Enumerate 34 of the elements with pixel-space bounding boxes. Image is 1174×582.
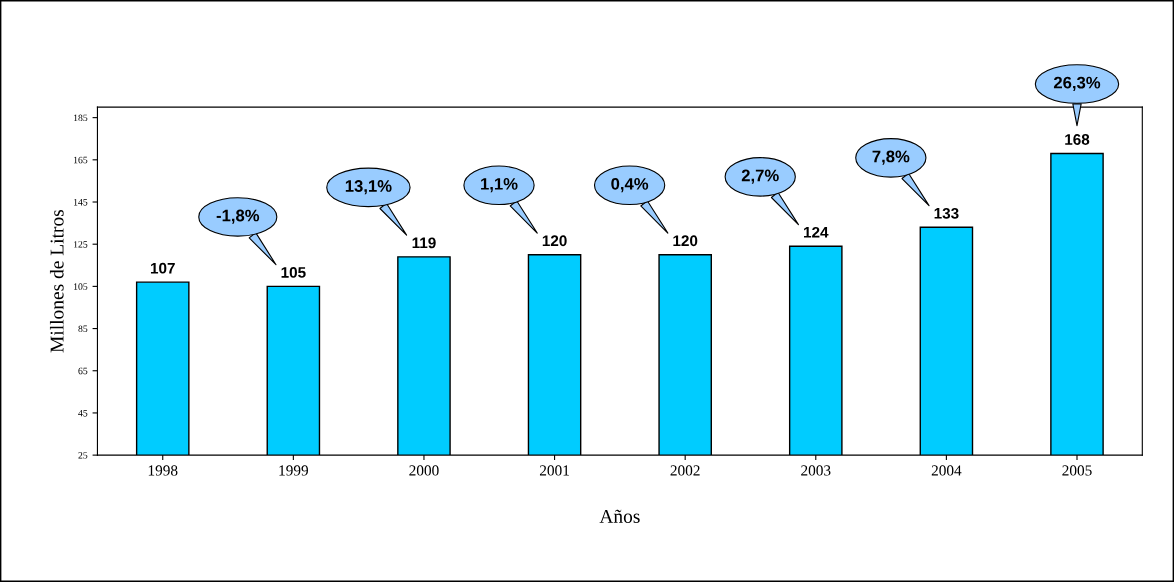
data-label: 119	[412, 237, 436, 249]
x-axis-title: Años	[599, 509, 640, 523]
y-tick-label: 85	[78, 325, 88, 333]
annotation: 1,1%	[481, 178, 518, 193]
data-label: 120	[542, 235, 567, 247]
y-tick-label: 25	[78, 452, 88, 459]
y-tick-label: 45	[78, 409, 88, 417]
data-label: 107	[150, 262, 175, 274]
annotation: 2,7%	[741, 169, 779, 184]
y-axis-title: Millones de Litros	[49, 209, 64, 353]
y-tick-label: 125	[73, 241, 88, 248]
data-label: 168	[1065, 134, 1090, 145]
text: 26,3%	[1053, 76, 1101, 91]
x-tick-label: 2002	[670, 465, 700, 476]
x-tick-label: 2001	[539, 465, 569, 476]
y-tick-label: 145	[73, 198, 88, 206]
annotation: -1,8%	[216, 209, 260, 224]
annotation: 7,8%	[872, 150, 910, 165]
y-tick-label: 165	[73, 156, 88, 164]
data-label: 124	[804, 226, 829, 238]
data-label: 133	[934, 207, 959, 219]
x-tick-label: 1998	[148, 465, 178, 476]
x-tick-label: 2005	[1062, 465, 1092, 476]
data-label: 120	[673, 235, 698, 247]
x-tick-label: 1999	[279, 465, 309, 476]
x-tick-label: 2004	[931, 465, 962, 476]
annotation: 13,1%	[345, 180, 392, 195]
y-tick-label: 65	[78, 367, 88, 375]
data-label: 105	[281, 266, 306, 278]
x-tick-label: 2000	[409, 465, 439, 476]
y-tick-label: 105	[73, 283, 88, 290]
y-tick-label: 185	[73, 114, 88, 122]
x-tick-label: 2003	[801, 465, 831, 476]
annotation: 0,4%	[611, 177, 649, 193]
